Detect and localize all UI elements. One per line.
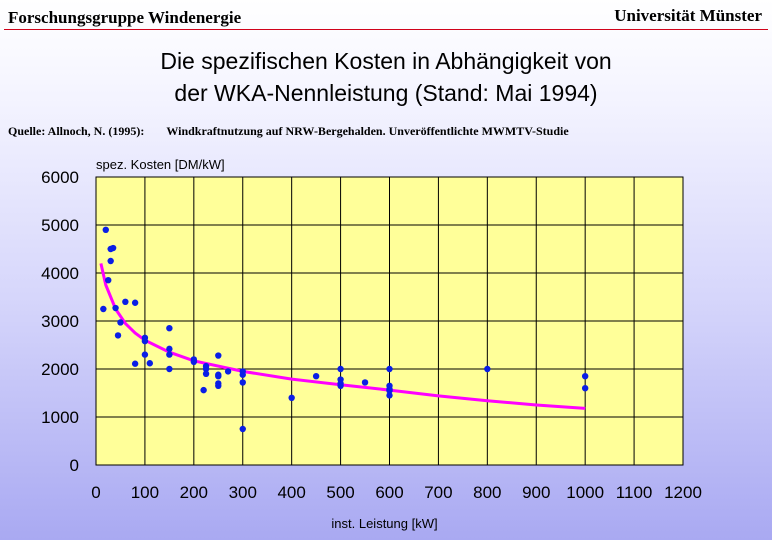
x-tick-label: 0 [91,483,100,502]
y-tick-label: 1000 [41,408,79,427]
data-point [105,277,112,284]
x-tick-label: 1200 [664,483,702,502]
data-point [312,373,320,380]
x-tick-label: 600 [375,483,403,502]
data-point [386,365,393,373]
data-point [386,387,393,394]
data-point [239,371,246,378]
y-tick-label: 5000 [41,216,79,235]
source-text: Windkraftnutzung auf NRW-Bergehalden. Un… [166,124,569,138]
data-point [202,365,210,373]
data-point [224,368,232,375]
data-point [288,394,295,401]
data-point [114,332,122,339]
data-point [107,257,114,265]
data-point [100,305,107,313]
data-point [102,226,109,233]
y-axis-label: spez. Kosten [DM/kW] [96,157,225,172]
data-point [146,360,154,367]
chart-title-line-2: der WKA-Nennleistung (Stand: Mai 1994) [174,80,598,106]
y-tick-label: 4000 [41,264,79,283]
source-label: Quelle: Allnoch, N. (1995): [8,124,145,138]
data-point [166,365,173,373]
data-point [484,365,491,373]
data-point [166,351,173,358]
data-point [190,358,198,365]
data-point [131,299,139,306]
data-point [581,385,589,392]
data-point [200,386,207,394]
trend-curve [99,263,586,410]
y-tick-label: 2000 [41,360,79,379]
data-point [131,360,139,367]
x-tick-label: 300 [229,483,257,502]
header-right-title: Universität Münster [614,6,762,25]
data-point [215,382,222,389]
data-point [239,379,246,386]
x-tick-label: 200 [180,483,208,502]
x-tick-label: 100 [131,483,159,502]
x-tick-label: 800 [473,483,501,502]
x-tick-label: 700 [424,483,452,502]
header-left-title: Forschungsgruppe Windenergie [8,8,242,27]
data-point [141,351,149,358]
data-point [215,373,222,380]
data-point [112,304,119,312]
source-citation: Quelle: Allnoch, N. (1995): Windkraftnutz… [8,124,569,139]
data-point [337,365,344,373]
data-point [386,392,393,399]
data-point [215,352,222,359]
x-tick-label: 400 [277,483,305,502]
x-tick-label: 500 [326,483,354,502]
data-point [239,425,246,433]
data-point [166,325,173,332]
data-point [202,370,210,377]
y-tick-label: 6000 [41,168,79,187]
x-tick-label: 900 [522,483,550,502]
chart-title-line-1: Die spezifischen Kosten in Abhängigkeit … [160,48,612,74]
data-point [166,345,173,353]
x-tick-label: 1000 [566,483,604,502]
header-divider [4,29,768,30]
data-point [361,379,369,386]
data-point [337,382,344,389]
data-point [122,298,129,305]
x-axis-label: inst. Leistung [kW] [331,516,437,531]
data-point [117,319,124,326]
data-point [109,244,117,252]
data-point [141,337,149,345]
x-tick-label: 1100 [616,483,653,502]
y-tick-label: 3000 [41,312,79,331]
data-point [581,373,589,380]
y-tick-label: 0 [70,456,79,475]
